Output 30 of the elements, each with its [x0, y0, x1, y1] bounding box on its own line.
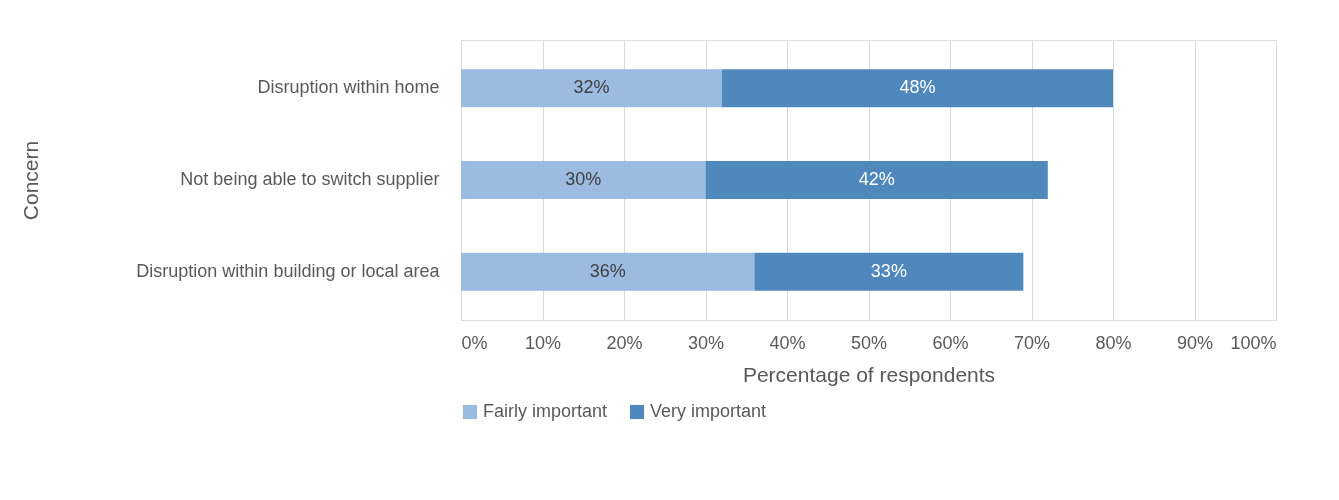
x-tick-label: 10% [524, 332, 562, 353]
x-tick-label: 20% [606, 332, 643, 353]
x-tick-label: 0% [461, 332, 488, 353]
data-label: 33% [870, 260, 907, 281]
data-label: 48% [899, 77, 936, 98]
y-axis-title: Concern [18, 140, 42, 221]
x-tick-label: 60% [932, 332, 969, 353]
x-tick-label: 30% [687, 332, 725, 353]
x-tick-label: 90% [1176, 332, 1214, 353]
data-label: 32% [573, 77, 610, 98]
legend-label: Fairly important [483, 401, 608, 421]
y-tick-label: Not being able to switch supplier [180, 169, 440, 189]
data-label: 42% [858, 169, 895, 189]
data-label: 30% [565, 169, 602, 189]
bar [754, 252, 1024, 291]
bar [461, 69, 722, 108]
y-tick-label: Disruption within home [257, 77, 440, 98]
x-tick-label: 50% [850, 332, 888, 353]
y-tick-label: Disruption within building or local area [136, 260, 441, 281]
bar [721, 69, 1113, 108]
legend-label: Very important [650, 401, 767, 421]
x-tick-label: 70% [1013, 332, 1051, 353]
bar [705, 161, 1048, 199]
bar [461, 161, 706, 199]
x-tick-label: 40% [769, 332, 806, 353]
x-axis-title: Percentage of respondents [742, 362, 996, 386]
x-tick-label: 100% [1230, 332, 1277, 353]
bar [461, 252, 755, 291]
x-tick-label: 80% [1095, 332, 1132, 353]
data-label: 36% [589, 260, 626, 281]
